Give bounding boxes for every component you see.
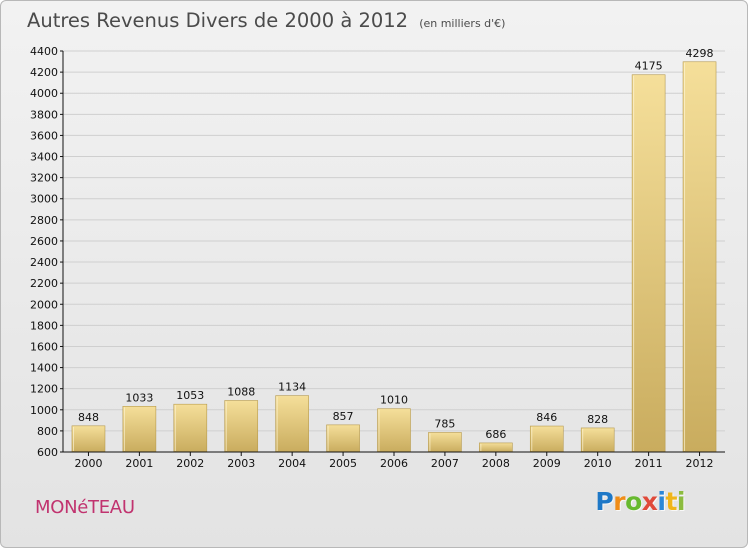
y-tick-label-2400: 2400 [30,256,58,269]
y-tick-label-1400: 1400 [30,362,58,375]
brand-letter-x: x [641,487,658,516]
y-tick-label-4200: 4200 [30,66,58,79]
x-tick-label-2005: 2005 [329,457,357,470]
value-label-2007: 785 [434,417,455,430]
x-tick-label-2001: 2001 [125,457,153,470]
y-tick-labels-layer: 600 800 1000 1200 1400 1600 1800 2000 2200 2400 26… [30,45,58,459]
bar-2008 [479,442,513,453]
value-label-2004: 1134 [278,381,306,394]
x-tick-label-2000: 2000 [74,457,102,470]
y-tick-label-1000: 1000 [30,404,58,417]
bar-2010 [580,427,615,453]
x-tick-label-2007: 2007 [431,457,459,470]
x-tick-label-2006: 2006 [380,457,408,470]
value-label-2000: 848 [78,411,99,424]
x-tick-label-2004: 2004 [278,457,306,470]
y-tick-label-2000: 2000 [30,298,58,311]
city-name: MONéTEAU [35,497,135,518]
value-label-2006: 1010 [380,394,408,407]
bar-2004 [275,395,309,453]
y-tick-label-1200: 1200 [30,383,58,396]
y-tick-label-1600: 1600 [30,340,58,353]
y-tick-label-800: 800 [37,425,58,438]
value-label-2008: 686 [485,428,506,441]
bar-2006 [377,408,411,453]
bar-2011 [631,74,666,453]
value-label-2010: 828 [587,413,608,426]
chart-title: Autres Revenus Divers de 2000 à 2012 [27,9,409,32]
y-tick-label-2600: 2600 [30,235,58,248]
bars-layer [71,61,717,453]
brand-letter-i-final: i [676,487,686,516]
value-label-2011: 4175 [635,60,663,73]
brand-letter-i: i [657,487,666,516]
x-tick-label-2011: 2011 [635,457,663,470]
x-tick-label-2002: 2002 [176,457,204,470]
y-gridlines [60,50,725,453]
value-labels-layer: 848 1033 1053 1088 1134 857 1010 785 686 846 828 41… [78,47,714,441]
bar-2003 [224,400,259,453]
value-label-2009: 846 [536,411,557,424]
chart-unit-note: (en milliers d'€) [419,17,506,30]
value-label-2001: 1033 [125,391,153,404]
bar-2005 [326,424,360,453]
y-tick-label-4400: 4400 [30,45,58,58]
x-tick-labels-layer: 2000 2001 2002 2003 2004 2005 2006 2007 2008 2009… [74,452,714,470]
y-tick-label-3200: 3200 [30,172,58,185]
y-tick-label-3800: 3800 [30,108,58,121]
bar-2009 [529,425,564,453]
x-tick-label-2008: 2008 [482,457,510,470]
proxiti-logo: Proxiti [595,489,685,514]
y-tick-label-4000: 4000 [30,87,58,100]
x-tick-label-2012: 2012 [686,457,714,470]
value-label-2002: 1053 [176,389,204,402]
y-tick-label-1800: 1800 [30,319,58,332]
x-tick-label-2010: 2010 [584,457,612,470]
brand-letter-r: r [613,487,626,516]
bar-2007 [428,432,462,453]
y-tick-label-2200: 2200 [30,277,58,290]
y-tick-label-3600: 3600 [30,129,58,142]
bar-2001 [122,406,157,453]
bar-2002 [173,403,208,453]
x-tick-label-2003: 2003 [227,457,255,470]
brand-letter-p: P [595,487,614,516]
brand-letter-o: o [625,487,642,516]
axis-layer [62,51,725,453]
value-label-2005: 857 [333,410,354,423]
y-tick-label-3400: 3400 [30,151,58,164]
brand-letter-t: t [665,487,677,516]
x-tick-label-2009: 2009 [533,457,561,470]
value-label-2003: 1088 [227,386,255,399]
bar-2012 [682,61,717,453]
y-tick-label-3000: 3000 [30,193,58,206]
y-tick-label-2800: 2800 [30,214,58,227]
value-label-2012: 4298 [686,47,714,60]
chart-title-row: Autres Revenus Divers de 2000 à 2012 (en… [27,9,505,32]
y-tick-label-600: 600 [37,446,58,459]
bar-2000 [71,425,106,453]
